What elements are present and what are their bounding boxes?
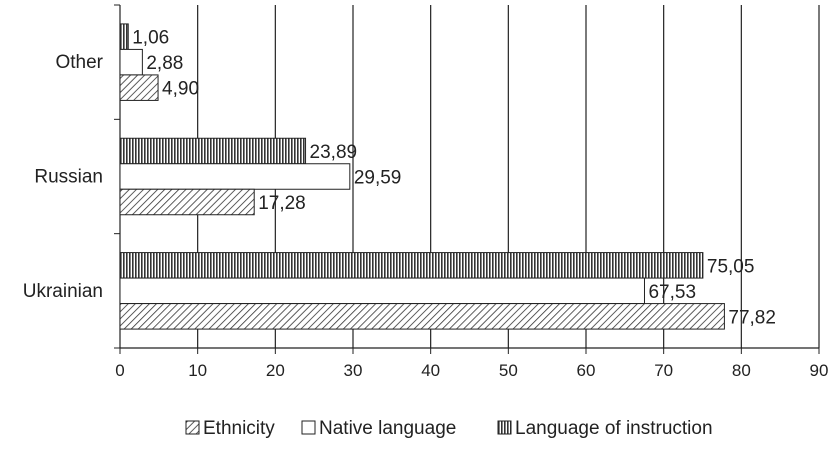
data-label: 4,90 <box>162 79 199 100</box>
data-label: 2,88 <box>146 53 183 74</box>
x-tick-label: 60 <box>577 361 596 380</box>
bar <box>119 74 159 101</box>
axes: 0 10 20 30 40 50 60 70 80 90 Other Russian Ukrainian <box>23 4 829 380</box>
bars <box>119 23 725 330</box>
data-label: 77,82 <box>728 307 776 328</box>
category-label: Ukrainian <box>23 281 103 302</box>
x-tick-label: 10 <box>188 361 207 380</box>
legend: Ethnicity Native language Language of inst… <box>185 418 713 439</box>
bar <box>119 188 255 216</box>
x-tick-label: 20 <box>266 361 285 380</box>
x-tick-label: 70 <box>654 361 673 380</box>
x-tick-label: 90 <box>810 361 829 380</box>
legend-swatch <box>301 420 316 435</box>
category-label: Russian <box>34 167 103 188</box>
bar <box>119 137 307 165</box>
data-label: 75,05 <box>707 256 755 277</box>
gridlines <box>197 5 820 348</box>
legend-label: Language of instruction <box>515 418 713 439</box>
bar <box>119 163 351 190</box>
bar <box>119 48 143 76</box>
data-label: 29,59 <box>354 168 402 189</box>
data-labels: 1,06 2,88 4,90 23,89 29,59 17,28 75,05 67,53 77,… <box>132 28 776 329</box>
x-tick-label: 50 <box>499 361 518 380</box>
bar <box>119 277 645 305</box>
x-tick-label: 80 <box>732 361 751 380</box>
legend-swatch <box>185 420 200 435</box>
x-tick-label: 40 <box>421 361 440 380</box>
x-tick-label: 0 <box>115 361 124 380</box>
data-label: 1,06 <box>132 28 169 49</box>
data-label: 23,89 <box>310 142 358 163</box>
bar <box>119 303 725 330</box>
data-label: 67,53 <box>648 282 696 303</box>
bar <box>119 23 129 50</box>
legend-label: Ethnicity <box>203 418 275 439</box>
legend-swatch <box>497 420 512 435</box>
bar <box>119 252 704 279</box>
category-label: Other <box>55 52 103 73</box>
data-label: 17,28 <box>258 193 306 214</box>
x-tick-label: 30 <box>344 361 363 380</box>
legend-label: Native language <box>319 418 456 439</box>
